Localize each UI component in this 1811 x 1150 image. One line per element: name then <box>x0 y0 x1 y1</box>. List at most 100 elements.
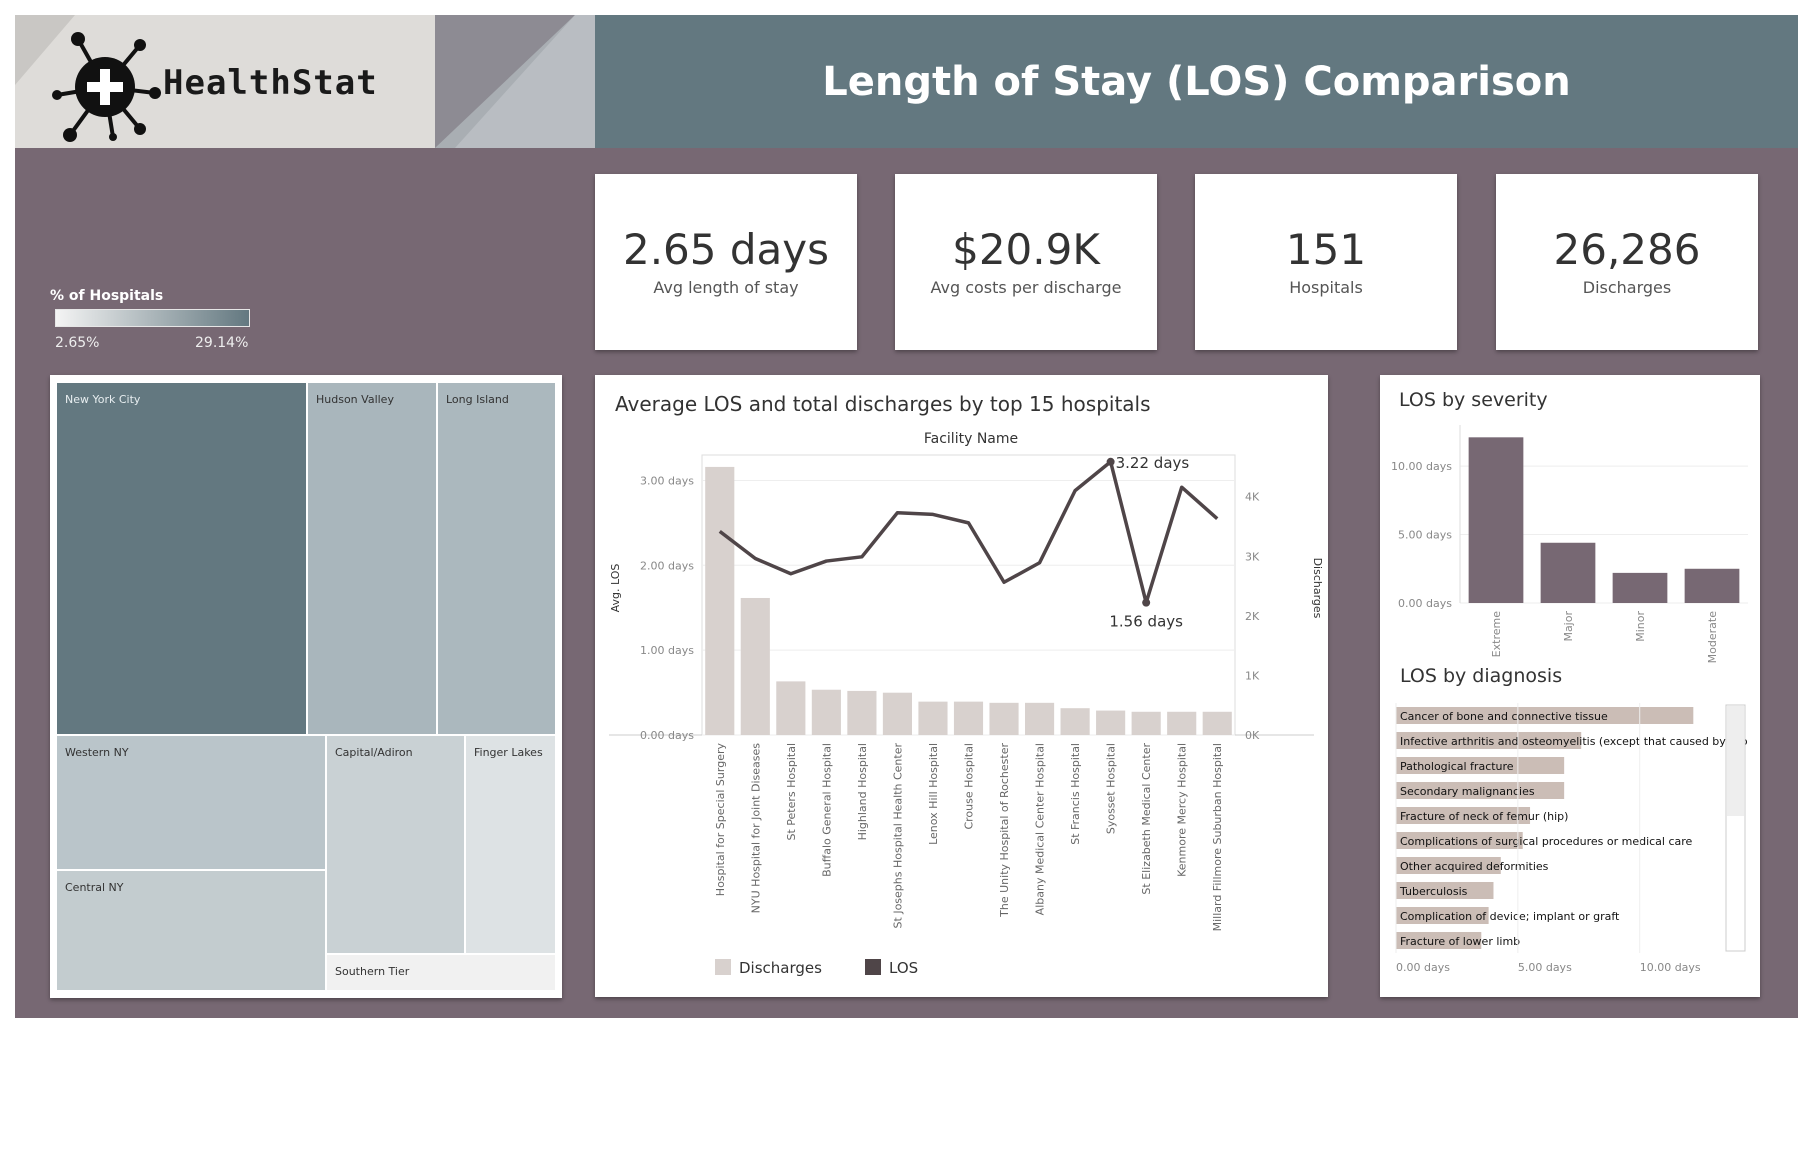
x-tick-label: Syosset Hospital <box>1105 743 1118 834</box>
x-tick-label: Moderate <box>1706 611 1719 664</box>
bar-discharges[interactable] <box>882 692 913 735</box>
bar-discharges[interactable] <box>1167 711 1197 735</box>
hospitals-chart: Average LOS and total discharges by top … <box>609 392 1324 977</box>
y-tick-label: 10.00 days <box>1391 460 1452 473</box>
diagnosis-scrollbar-thumb[interactable] <box>1727 706 1744 816</box>
y2-tick-label: 4K <box>1245 491 1260 504</box>
x-tick-label: St Francis Hospital <box>1069 743 1082 845</box>
y2-tick-label: 0K <box>1245 729 1260 742</box>
x-tick-label: Albany Medical Center Hospital <box>1034 743 1047 915</box>
x-tick-label: Minor <box>1634 611 1647 642</box>
diagnosis-bar[interactable] <box>1396 782 1565 799</box>
diagnosis-label: Other acquired deformities <box>1400 860 1549 873</box>
y-tick-label: 1.00 days <box>640 644 694 657</box>
legend-max: 29.14% <box>195 335 249 351</box>
diagnosis-title: LOS by diagnosis <box>1400 665 1562 687</box>
severity-bar[interactable] <box>1612 572 1668 603</box>
kpi-value: $20.9K <box>952 225 1100 274</box>
diagnosis-bar[interactable] <box>1396 907 1489 924</box>
diagnosis-bar[interactable] <box>1396 882 1494 899</box>
brand-name: HealthStat <box>163 63 378 103</box>
treemap-label: New York City <box>65 393 141 406</box>
bar-discharges[interactable] <box>811 689 841 735</box>
x-tick-label: Major <box>1562 611 1575 642</box>
bar-discharges[interactable] <box>1202 711 1232 735</box>
diagnosis-bar[interactable] <box>1396 807 1531 824</box>
severity-chart: LOS by severity 0.00 days 5.00 days 10.00 … <box>1391 389 1748 664</box>
bar-discharges[interactable] <box>918 701 948 735</box>
x-tick-label: Kenmore Mercy Hospital <box>1176 743 1189 877</box>
diagnosis-bar[interactable] <box>1396 857 1501 874</box>
bar-discharges[interactable] <box>1096 710 1126 735</box>
bar-discharges[interactable] <box>705 466 735 735</box>
diagnosis-bar[interactable] <box>1396 757 1565 774</box>
chart-y2label: Discharges <box>1311 558 1324 619</box>
y-tick-label: 0.00 days <box>640 729 694 742</box>
diagnosis-label: Tuberculosis <box>1399 885 1468 898</box>
kpi-value: 151 <box>1285 225 1367 274</box>
chart-xlabel: Facility Name <box>924 431 1018 447</box>
los-min-point[interactable] <box>1142 598 1151 607</box>
los-max-point[interactable] <box>1106 457 1115 466</box>
kpi-card-discharges: 26,286 Discharges <box>1496 174 1758 350</box>
legend-gradient <box>55 309 250 327</box>
kpi-label: Avg costs per discharge <box>930 278 1122 297</box>
diagnosis-bar[interactable] <box>1396 932 1482 949</box>
bar-discharges[interactable] <box>953 701 984 735</box>
treemap-cell-capital-adiron[interactable]: Capital/Adiron <box>326 735 465 954</box>
y-tick-label: 2.00 days <box>640 559 694 572</box>
severity-bar[interactable] <box>1684 568 1740 603</box>
treemap-label: Long Island <box>446 393 509 406</box>
y-tick-label: 5.00 days <box>1398 529 1452 542</box>
bar-discharges[interactable] <box>847 690 877 735</box>
x-tick-label: 10.00 days <box>1640 961 1701 974</box>
bar-discharges[interactable] <box>1131 711 1161 735</box>
hospitals-chart-panel: Average LOS and total discharges by top … <box>595 375 1328 997</box>
y-tick-label: 0.00 days <box>1398 597 1452 610</box>
severity-diagnosis-panel: LOS by severity 0.00 days 5.00 days 10.00 … <box>1380 375 1760 997</box>
severity-bar[interactable] <box>1468 437 1524 603</box>
legend-min: 2.65% <box>55 335 100 351</box>
treemap-cell-hudson-valley[interactable]: Hudson Valley <box>307 382 437 735</box>
severity-bar[interactable] <box>1540 542 1596 603</box>
treemap-cell-finger-lakes[interactable]: Finger Lakes <box>465 735 556 954</box>
kpi-label: Avg length of stay <box>653 278 799 297</box>
dashboard: HealthStat Length of Stay (LOS) Comparis… <box>15 15 1798 1018</box>
x-tick-label: 0.00 days <box>1396 961 1450 974</box>
x-tick-label: Crouse Hospital <box>963 743 976 830</box>
legend-label-los: LOS <box>889 959 918 977</box>
bar-discharges[interactable] <box>740 597 770 735</box>
treemap-label: Capital/Adiron <box>335 746 413 759</box>
healthstat-logo-icon <box>52 32 161 142</box>
y2-tick-label: 3K <box>1245 550 1260 563</box>
bar-discharges[interactable] <box>776 681 806 735</box>
diagnosis-bar[interactable] <box>1396 732 1582 749</box>
diagnosis-bar[interactable] <box>1396 707 1694 724</box>
treemap-cell-new-york-city[interactable]: New York City <box>56 382 307 735</box>
legend-title: % of Hospitals <box>50 288 164 304</box>
diagnosis-label: Fracture of lower limb <box>1400 935 1520 948</box>
x-tick-label: St Josephs Hospital Health Center <box>891 743 904 929</box>
treemap-cell-western-ny[interactable]: Western NY <box>56 735 326 870</box>
bar-discharges[interactable] <box>1060 708 1090 735</box>
bar-discharges[interactable] <box>989 702 1019 735</box>
bar-discharges[interactable] <box>1024 702 1055 735</box>
x-tick-label: NYU Hospital for Joint Diseases <box>749 743 762 914</box>
x-tick-label: 5.00 days <box>1518 961 1572 974</box>
chart-title: Average LOS and total discharges by top … <box>615 392 1151 416</box>
page-title: Length of Stay (LOS) Comparison <box>822 58 1571 105</box>
y2-tick-label: 2K <box>1245 610 1260 623</box>
legend-swatch-discharges <box>715 959 731 975</box>
treemap-cell-long-island[interactable]: Long Island <box>437 382 556 735</box>
kpi-card-avg-costs: $20.9K Avg costs per discharge <box>895 174 1157 350</box>
treemap: New York City Hudson Valley Long Island … <box>56 382 556 991</box>
logo-panel: HealthStat <box>15 15 595 148</box>
treemap-cell-southern-tier[interactable]: Southern Tier <box>326 954 556 991</box>
treemap-cell-central-ny[interactable]: Central NY <box>56 870 326 991</box>
kpi-label: Hospitals <box>1289 278 1363 297</box>
chart-ylabel: Avg. LOS <box>609 564 622 613</box>
legend-label-discharges: Discharges <box>739 959 822 977</box>
los-line[interactable] <box>718 460 1219 605</box>
diagnosis-label: Pathological fracture <box>1400 760 1514 773</box>
diagnosis-bar[interactable] <box>1396 832 1523 849</box>
